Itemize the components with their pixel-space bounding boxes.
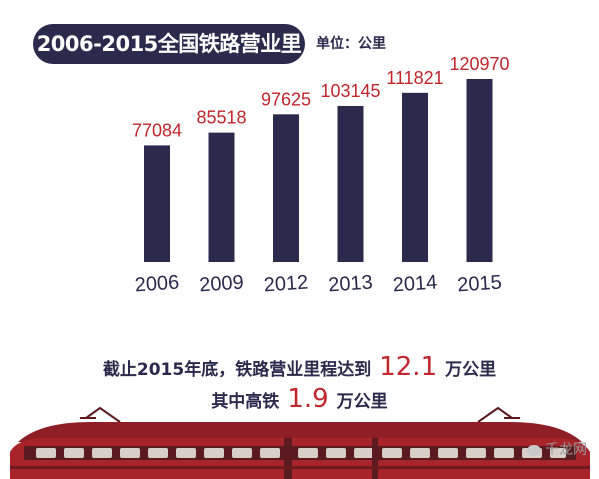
chart-title: 2006-2015全国铁路营业里程 bbox=[33, 24, 305, 96]
summary-total: 截止2015年底，铁路营业里程达到 12.1 万公里 bbox=[0, 352, 599, 382]
value-label-2013: 103145 bbox=[320, 81, 380, 101]
category-label-2012: 2012 bbox=[263, 271, 309, 296]
value-label-2012: 97625 bbox=[261, 89, 311, 109]
bar-2014 bbox=[402, 92, 428, 262]
unit-label: 单位：公里 bbox=[316, 36, 386, 52]
train-illustration bbox=[10, 406, 590, 479]
summary-highspeed-value: 1.9 bbox=[287, 384, 329, 414]
summary-total-suffix: 万公里 bbox=[445, 360, 497, 380]
summary-highspeed: 其中高铁 1.9 万公里 bbox=[0, 384, 599, 414]
category-label-2014: 2014 bbox=[392, 271, 438, 296]
value-label-2009: 85518 bbox=[196, 108, 246, 128]
bar-2015 bbox=[466, 79, 493, 262]
category-label-2013: 2013 bbox=[328, 271, 374, 296]
wechat-icon bbox=[527, 444, 541, 456]
bar-2009 bbox=[208, 132, 235, 262]
bar-2006 bbox=[144, 145, 170, 262]
category-label-2006: 2006 bbox=[134, 271, 180, 296]
value-label-2006: 77084 bbox=[132, 120, 182, 140]
watermark-text: 千龙网 bbox=[545, 442, 587, 458]
bar-2012 bbox=[273, 114, 299, 262]
value-label-2014: 111821 bbox=[386, 68, 443, 88]
summary-total-prefix: 截止2015年底，铁路营业里程达到 bbox=[102, 360, 372, 380]
bar-2013 bbox=[337, 105, 364, 263]
summary-highspeed-suffix: 万公里 bbox=[336, 392, 388, 412]
summary-highspeed-prefix: 其中高铁 bbox=[211, 392, 280, 412]
category-label-2009: 2009 bbox=[199, 271, 245, 296]
category-label-2015: 2015 bbox=[457, 271, 503, 296]
watermark: 千龙网 bbox=[527, 439, 587, 459]
summary-total-value: 12.1 bbox=[379, 352, 438, 382]
value-label-2015: 120970 bbox=[449, 54, 509, 74]
bar-chart: 77084 2006 85518 2009 97625 2012 103145 2013 111… bbox=[132, 54, 510, 297]
